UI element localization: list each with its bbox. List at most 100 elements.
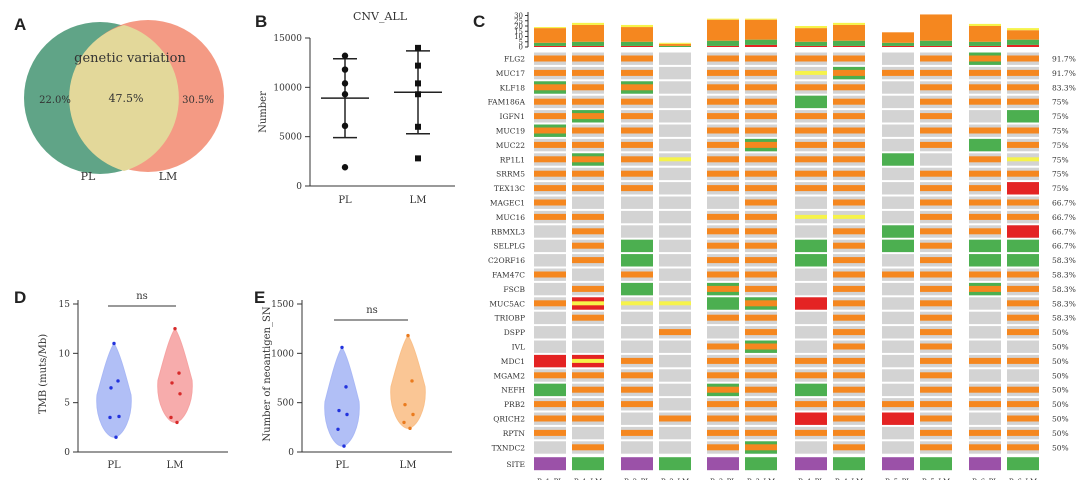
heat-cell-mark — [745, 285, 777, 292]
heat-cell-mark — [572, 314, 604, 321]
heat-cell-mark — [534, 156, 566, 163]
heat-cell-mark — [1007, 182, 1039, 195]
percent-label: 66.7% — [1052, 213, 1076, 222]
heat-cell-mark — [534, 84, 566, 91]
heat-cell-mark — [795, 214, 827, 219]
gene-label: RBMXL3 — [491, 227, 525, 236]
heat-cell-mark — [920, 329, 952, 336]
heat-cell-mark — [1007, 300, 1039, 307]
heat-cell-mark — [707, 285, 739, 292]
heat-cell-mark — [833, 415, 865, 422]
heat-cell-mark — [969, 185, 1001, 192]
count-bar-segment — [882, 42, 914, 46]
venn-label-pl: PL — [81, 170, 96, 183]
heat-cell-mark — [1007, 314, 1039, 321]
heat-cell-mark — [621, 127, 653, 134]
cnv-xtick-pl: PL — [338, 195, 352, 206]
percent-label: 75% — [1052, 141, 1069, 150]
gene-label: NEFH — [501, 386, 525, 395]
percent-label: 75% — [1052, 98, 1069, 107]
heat-cell-bg — [707, 196, 739, 209]
heat-cell-mark — [920, 343, 952, 350]
heat-cell-mark — [833, 343, 865, 350]
count-bar-segment — [659, 43, 691, 46]
heat-cell-mark — [707, 156, 739, 163]
heat-cell-mark — [1007, 69, 1039, 76]
heat-cell-mark — [1007, 170, 1039, 177]
neo-point — [340, 345, 344, 350]
heat-cell-mark — [707, 257, 739, 264]
site-cell — [659, 457, 691, 471]
gene-label: KLF18 — [500, 83, 526, 92]
percent-label: 75% — [1052, 155, 1069, 164]
heat-cell-mark — [920, 257, 952, 264]
heat-cell-mark — [1007, 329, 1039, 336]
heat-cell-mark — [1007, 239, 1039, 253]
heat-cell-mark — [833, 69, 865, 76]
venn-pl-only: 22.0% — [39, 95, 71, 106]
tmb-sig-label: ns — [136, 291, 148, 302]
heat-cell-mark — [1007, 225, 1039, 238]
heat-cell-mark — [795, 95, 827, 109]
tmb-ylabel: TMB (muts/Mb) — [38, 334, 49, 414]
heat-cell-bg — [920, 153, 952, 166]
neo-point — [403, 402, 407, 407]
heat-cell-bg — [621, 225, 653, 238]
heat-cell-mark — [621, 170, 653, 177]
count-bar-segment — [659, 42, 691, 44]
tmb-violin-lm — [157, 327, 193, 423]
cnv-ytick-label: 5000 — [279, 133, 302, 143]
percent-label: 91.7% — [1052, 55, 1076, 64]
heat-cell-mark — [659, 301, 691, 306]
heat-cell-bg — [795, 225, 827, 238]
heat-cell-bg — [534, 311, 566, 325]
count-bar-segment — [1007, 28, 1039, 31]
neo-y-ticks: 0 500 1000 1500 — [271, 300, 302, 458]
heat-cell-mark — [707, 113, 739, 120]
cnv-point-lm — [415, 123, 421, 130]
percent-label: 75% — [1052, 184, 1069, 193]
heat-cell-mark — [745, 444, 777, 451]
tmb-point — [173, 326, 177, 331]
heat-cell-bg — [659, 124, 691, 137]
panel-d: D TMB (muts/Mb) 0 5 10 15 ns PL LM — [14, 288, 228, 471]
heat-cell-bg — [659, 196, 691, 209]
heat-cell-mark — [882, 271, 914, 278]
heat-cell-mark — [745, 127, 777, 134]
percent-label: 58.3% — [1052, 285, 1076, 294]
heat-cell-bg — [882, 210, 914, 224]
heat-cell-mark — [969, 357, 1001, 364]
heat-cell-bg — [621, 441, 653, 454]
heat-cell-mark — [534, 199, 566, 206]
heat-cell-bg — [621, 210, 653, 224]
heat-cell-mark — [621, 386, 653, 393]
percent-label: 50% — [1052, 357, 1069, 366]
heat-cell-mark — [1007, 401, 1039, 408]
heat-cell-mark — [534, 55, 566, 62]
neo-ylabel: Number of neoantigen_SN — [262, 306, 273, 441]
gene-label: TEX13C — [494, 184, 525, 193]
heat-cell-mark — [833, 127, 865, 134]
gene-label: FLG2 — [504, 55, 525, 64]
heat-cell-bg — [659, 441, 691, 454]
heat-cell-mark — [920, 285, 952, 292]
heat-cell-bg — [882, 326, 914, 339]
heat-cell-mark — [920, 185, 952, 192]
heat-cell-mark — [833, 214, 865, 219]
heat-cell-mark — [745, 429, 777, 436]
gene-label: MUC16 — [496, 213, 526, 222]
heat-cell-mark — [534, 271, 566, 278]
heat-cell-mark — [745, 386, 777, 393]
heat-cell-mark — [1007, 157, 1039, 162]
neo-ytick-label: 0 — [288, 448, 294, 458]
count-bar-segment — [745, 19, 777, 40]
tmb-xtick-lm: LM — [167, 460, 184, 471]
heat-cell-mark — [572, 113, 604, 120]
heat-cell-mark — [833, 357, 865, 364]
heat-cell-mark — [745, 415, 777, 422]
site-cell — [1007, 457, 1039, 471]
heat-cell-mark — [745, 55, 777, 62]
heat-cell-mark — [745, 329, 777, 336]
heat-cell-mark — [833, 429, 865, 436]
